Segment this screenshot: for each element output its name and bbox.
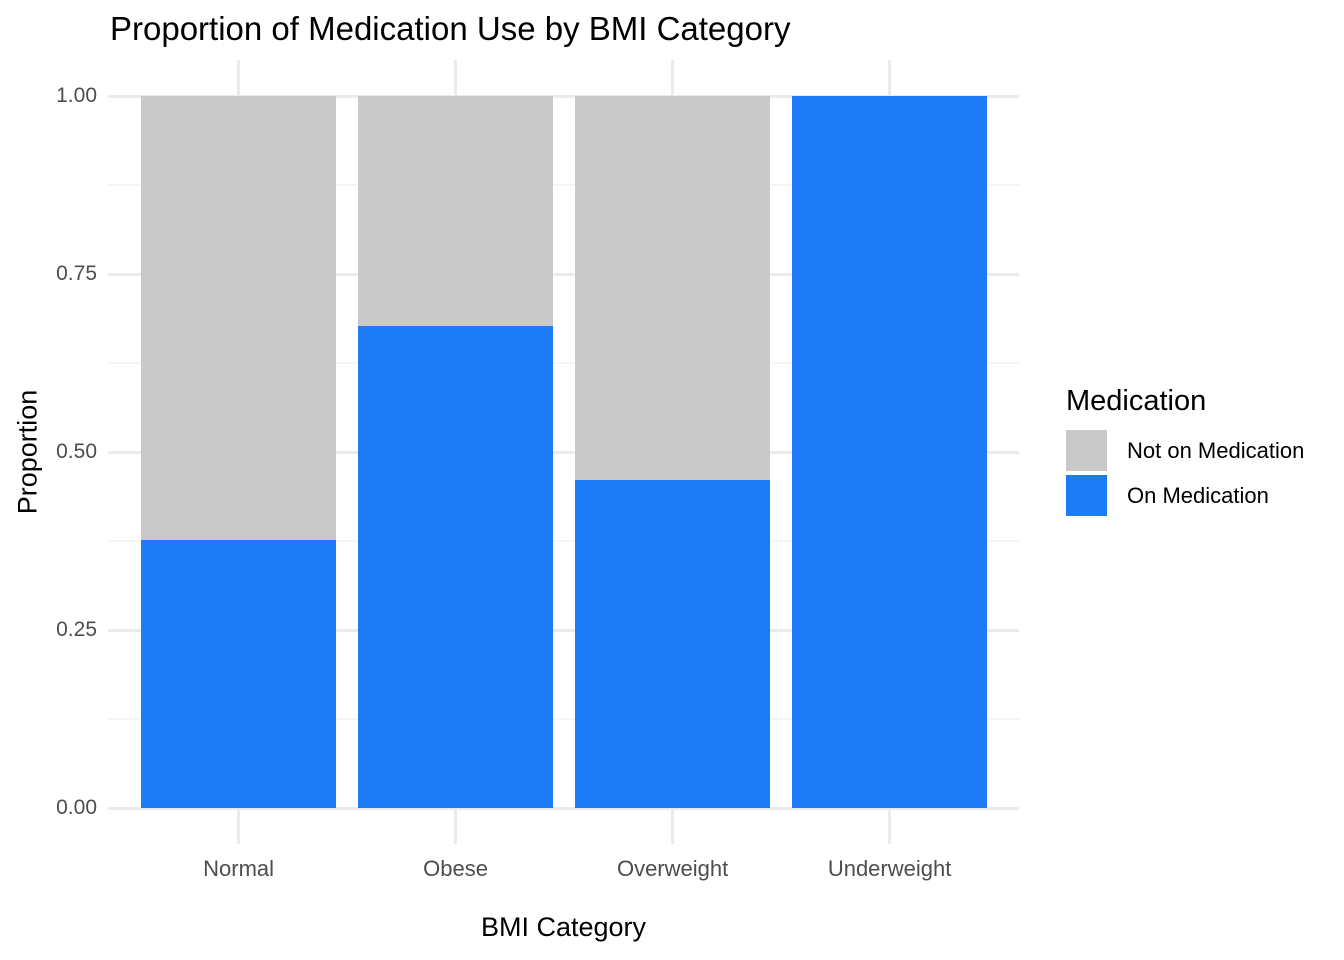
plot-panel xyxy=(108,60,1019,844)
legend-items: Not on Medication On Medication xyxy=(1066,430,1304,516)
bar-segment-on-medication xyxy=(358,326,553,808)
y-tick-label: 0.25 xyxy=(56,618,97,641)
bar-segment-not-on-medication xyxy=(358,96,553,326)
legend-swatch xyxy=(1066,475,1107,516)
y-tick-label: 0.50 xyxy=(56,440,97,463)
y-tick-label: 0.75 xyxy=(56,262,97,285)
bar-segment-on-medication xyxy=(575,480,770,808)
legend-item: On Medication xyxy=(1066,475,1304,516)
bar-segment-on-medication xyxy=(141,540,336,808)
legend-item-label: On Medication xyxy=(1127,482,1269,508)
x-tick-label: Underweight xyxy=(827,856,952,881)
legend-swatch xyxy=(1066,430,1107,471)
major-gridline-horizontal xyxy=(108,94,1019,98)
x-tick-label: Overweight xyxy=(616,856,729,881)
minor-gridline-horizontal xyxy=(108,184,1019,186)
bar-segment-not-on-medication xyxy=(141,96,336,540)
major-gridline-horizontal xyxy=(108,628,1019,632)
minor-gridline-horizontal xyxy=(108,362,1019,364)
y-tick-label: 1.00 xyxy=(56,84,97,107)
minor-gridline-horizontal xyxy=(108,540,1019,542)
major-gridline-horizontal xyxy=(108,272,1019,276)
chart-title: Proportion of Medication Use by BMI Cate… xyxy=(110,10,791,47)
x-tick-label: Obese xyxy=(423,856,488,881)
x-tick-label: Normal xyxy=(203,856,275,881)
legend: Medication Not on Medication On Medicatio… xyxy=(1066,385,1304,520)
bar-segment-not-on-medication xyxy=(575,96,770,480)
minor-gridline-horizontal xyxy=(108,718,1019,720)
legend-title: Medication xyxy=(1066,385,1207,417)
y-tick-label: 0.00 xyxy=(56,796,97,819)
legend-item-label: Not on Medication xyxy=(1127,437,1305,463)
major-gridline-horizontal xyxy=(108,450,1019,454)
major-gridline-horizontal xyxy=(108,806,1019,810)
x-axis-title: BMI Category xyxy=(480,912,647,942)
bar-segment-on-medication xyxy=(792,96,987,808)
legend-item: Not on Medication xyxy=(1066,430,1304,471)
